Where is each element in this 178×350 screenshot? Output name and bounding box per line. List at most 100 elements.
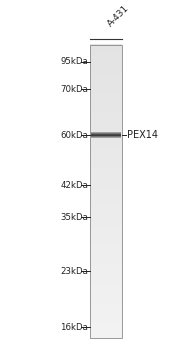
Bar xyxy=(90,85,122,89)
Bar xyxy=(90,182,122,186)
Bar xyxy=(90,235,122,238)
Bar xyxy=(91,134,121,135)
Text: 70kDa: 70kDa xyxy=(60,85,88,94)
Bar xyxy=(90,89,122,92)
Bar xyxy=(90,335,122,338)
Bar xyxy=(90,162,122,165)
Bar xyxy=(90,121,122,124)
Bar xyxy=(90,329,122,332)
Bar xyxy=(90,159,122,162)
Bar xyxy=(90,130,122,133)
Bar xyxy=(90,176,122,180)
Bar xyxy=(90,50,122,54)
Bar xyxy=(90,288,122,291)
Bar xyxy=(90,194,122,197)
Bar xyxy=(90,138,122,142)
Bar xyxy=(90,100,122,104)
Bar xyxy=(90,103,122,106)
Bar xyxy=(90,44,122,48)
Bar xyxy=(90,306,122,309)
Bar xyxy=(90,150,122,153)
Bar xyxy=(90,165,122,168)
Bar xyxy=(90,135,122,139)
Bar xyxy=(90,115,122,118)
Bar xyxy=(90,65,122,68)
Bar xyxy=(91,135,121,136)
Text: A-431: A-431 xyxy=(106,3,131,28)
Text: 42kDa: 42kDa xyxy=(60,181,88,190)
Bar xyxy=(90,238,122,242)
Bar xyxy=(90,109,122,112)
Bar xyxy=(90,56,122,60)
Bar xyxy=(90,291,122,294)
Bar xyxy=(91,133,121,134)
Bar xyxy=(90,188,122,191)
Bar xyxy=(90,279,122,282)
Bar xyxy=(90,285,122,288)
Bar xyxy=(90,332,122,335)
Bar xyxy=(90,80,122,83)
Bar xyxy=(90,212,122,215)
Bar xyxy=(90,314,122,318)
Bar xyxy=(90,220,122,224)
Bar xyxy=(90,241,122,244)
Bar xyxy=(90,326,122,329)
Bar xyxy=(90,265,122,268)
Bar xyxy=(90,273,122,276)
Bar xyxy=(90,200,122,203)
Bar xyxy=(90,180,122,183)
Bar xyxy=(91,132,121,133)
Text: 60kDa: 60kDa xyxy=(60,131,88,140)
Bar xyxy=(90,303,122,306)
Bar xyxy=(90,259,122,262)
Bar xyxy=(90,323,122,327)
Bar xyxy=(90,308,122,312)
Bar xyxy=(91,136,121,137)
Bar xyxy=(90,83,122,86)
Bar xyxy=(90,53,122,57)
Bar xyxy=(90,218,122,221)
Bar xyxy=(90,133,122,136)
Bar xyxy=(90,191,122,195)
Bar xyxy=(90,124,122,127)
Bar xyxy=(90,197,122,200)
Bar xyxy=(90,118,122,121)
Bar xyxy=(91,136,121,137)
Text: PEX14: PEX14 xyxy=(127,130,158,140)
Text: 23kDa: 23kDa xyxy=(60,267,88,276)
Bar xyxy=(90,226,122,230)
Bar xyxy=(90,320,122,323)
Bar xyxy=(90,267,122,271)
Bar xyxy=(90,282,122,285)
Bar xyxy=(91,133,121,134)
Text: 35kDa: 35kDa xyxy=(60,213,88,222)
Bar xyxy=(90,206,122,209)
Bar xyxy=(90,45,122,338)
Bar xyxy=(90,68,122,71)
Bar xyxy=(90,91,122,95)
Bar xyxy=(90,317,122,321)
Bar xyxy=(90,62,122,65)
Bar xyxy=(90,147,122,150)
Bar xyxy=(90,168,122,171)
Bar xyxy=(90,244,122,247)
Bar xyxy=(90,112,122,115)
Bar xyxy=(90,141,122,145)
Bar xyxy=(90,106,122,109)
Bar xyxy=(90,74,122,77)
Bar xyxy=(90,300,122,303)
Bar xyxy=(90,247,122,250)
Bar xyxy=(90,271,122,274)
Bar xyxy=(90,48,122,51)
Bar xyxy=(90,153,122,156)
Bar xyxy=(90,232,122,236)
Bar xyxy=(90,209,122,212)
Bar xyxy=(90,223,122,227)
Bar xyxy=(90,94,122,98)
Bar xyxy=(90,59,122,62)
Bar xyxy=(90,144,122,147)
Bar xyxy=(90,127,122,130)
Bar xyxy=(90,174,122,177)
Bar xyxy=(90,276,122,280)
Bar xyxy=(90,97,122,100)
